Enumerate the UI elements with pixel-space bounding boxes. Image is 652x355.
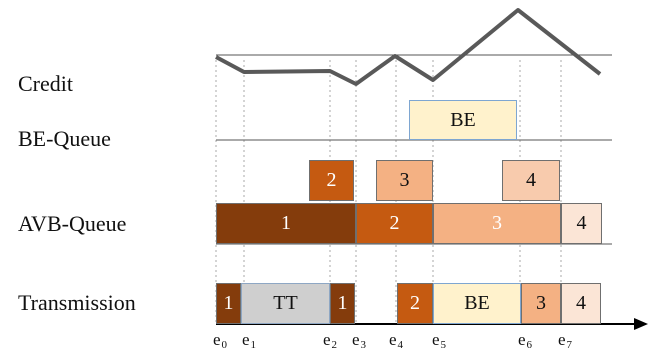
event-label: e6: [518, 330, 533, 351]
avb-waiting-frame: 4: [502, 160, 560, 201]
transmission-frame: TT: [241, 283, 330, 324]
avb-waiting-frame: 2: [309, 160, 354, 201]
event-label: e4: [389, 330, 404, 351]
row-label-avb-queue: AVB-Queue: [18, 211, 127, 236]
avb-waiting-frame: 3: [376, 160, 433, 201]
transmission-frame: 3: [521, 283, 561, 324]
transmission-frame: 1: [216, 283, 241, 324]
avb-queue-frame: 1: [216, 203, 356, 244]
avb-queue-frame: 4: [561, 203, 602, 244]
event-label: e1: [242, 330, 257, 351]
event-label: e5: [432, 330, 447, 351]
row-label-credit: Credit: [18, 71, 73, 96]
transmission-frame: 2: [397, 283, 433, 324]
transmission-frame: 1: [330, 283, 355, 324]
avb-queue-frame: 2: [356, 203, 433, 244]
event-label: e7: [558, 330, 573, 351]
event-label: e2: [323, 330, 338, 351]
be-queue-frame: BE: [409, 100, 517, 140]
event-label: e3: [352, 330, 367, 351]
avb-queue-frame: 3: [433, 203, 561, 244]
time-axis-arrowhead: [634, 318, 648, 330]
transmission-frame: 4: [561, 283, 601, 324]
row-label-be-queue: BE-Queue: [18, 126, 111, 151]
transmission-frame: BE: [433, 283, 521, 324]
row-label-transmission: Transmission: [18, 290, 136, 315]
credit-curve: [215, 8, 602, 86]
event-label: e0: [213, 330, 228, 351]
